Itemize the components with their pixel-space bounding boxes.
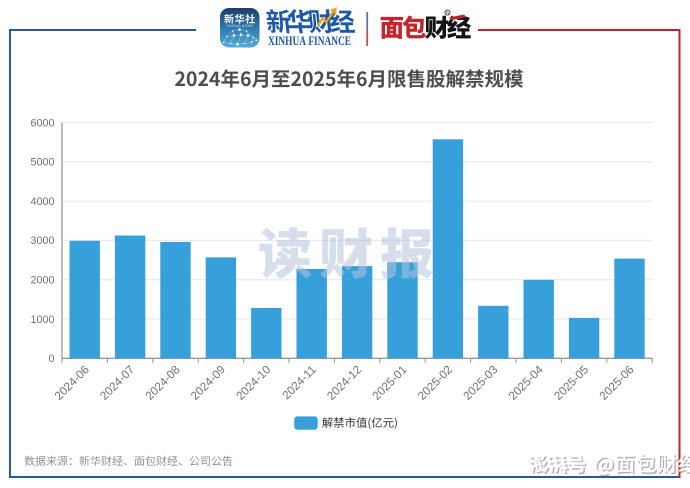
svg-text:2000: 2000 <box>30 275 54 287</box>
svg-text:0: 0 <box>48 353 54 365</box>
svg-text:6000: 6000 <box>30 117 54 129</box>
svg-text:4000: 4000 <box>30 196 54 208</box>
svg-text:3000: 3000 <box>30 235 54 247</box>
svg-text:XINHUA FINANCE: XINHUA FINANCE <box>268 34 351 48</box>
svg-text:XINHUA NEWS: XINHUA NEWS <box>227 24 254 28</box>
svg-text:R: R <box>446 10 450 15</box>
svg-text:1000: 1000 <box>30 314 54 326</box>
svg-text:5000: 5000 <box>30 157 54 169</box>
